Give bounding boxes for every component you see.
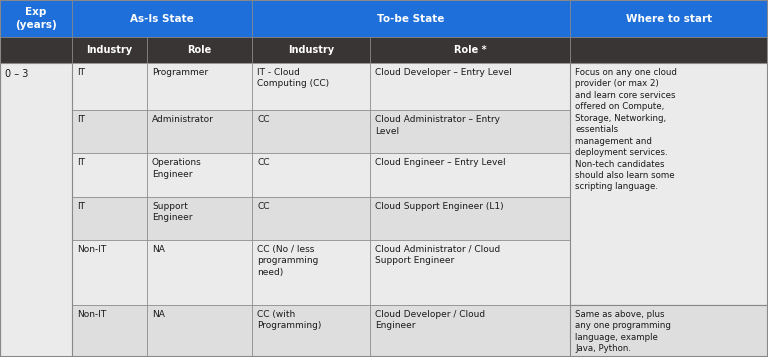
Bar	[370, 240, 570, 305]
Text: Exp
(years): Exp (years)	[15, 7, 57, 30]
Text: NA: NA	[152, 245, 165, 254]
Text: Cloud Support Engineer (L1): Cloud Support Engineer (L1)	[375, 202, 504, 211]
Bar	[72, 110, 147, 154]
Text: NA: NA	[152, 310, 165, 319]
Bar	[147, 37, 252, 63]
Text: Industry: Industry	[87, 45, 133, 55]
Text: Role *: Role *	[454, 45, 486, 55]
Text: Same as above, plus
any one programming
language, example
Java, Python.: Same as above, plus any one programming …	[575, 310, 671, 353]
Bar	[570, 0, 768, 37]
Text: IT: IT	[77, 115, 85, 124]
Bar	[147, 240, 252, 305]
Bar	[252, 240, 370, 305]
Bar	[72, 63, 147, 110]
Bar	[72, 154, 147, 197]
Bar	[147, 110, 252, 154]
Text: IT - Cloud
Computing (CC): IT - Cloud Computing (CC)	[257, 68, 329, 89]
Bar	[570, 63, 768, 305]
Bar	[570, 110, 768, 154]
Text: 0 – 3: 0 – 3	[5, 69, 28, 79]
Text: Administrator: Administrator	[152, 115, 214, 124]
Bar	[252, 37, 370, 63]
Bar	[0, 240, 72, 305]
Text: Programmer: Programmer	[152, 68, 208, 77]
Bar	[0, 37, 72, 63]
Text: CC (with
Programming): CC (with Programming)	[257, 310, 321, 330]
Text: CC: CC	[257, 202, 270, 211]
Bar	[0, 154, 72, 197]
Bar	[570, 63, 768, 110]
Bar	[370, 154, 570, 197]
Bar	[252, 0, 570, 37]
Text: Cloud Developer – Entry Level: Cloud Developer – Entry Level	[375, 68, 512, 77]
Bar	[0, 197, 72, 240]
Bar	[252, 305, 370, 357]
Bar	[147, 63, 252, 110]
Text: Support
Engineer: Support Engineer	[152, 202, 193, 222]
Bar	[0, 63, 72, 357]
Bar	[570, 154, 768, 197]
Text: As-Is State: As-Is State	[130, 14, 194, 24]
Bar	[0, 305, 72, 357]
Text: Cloud Administrator / Cloud
Support Engineer: Cloud Administrator / Cloud Support Engi…	[375, 245, 500, 265]
Bar	[370, 63, 570, 110]
Text: Cloud Administrator – Entry
Level: Cloud Administrator – Entry Level	[375, 115, 500, 136]
Bar	[0, 63, 72, 110]
Bar	[570, 197, 768, 240]
Bar	[570, 305, 768, 357]
Text: Cloud Engineer – Entry Level: Cloud Engineer – Entry Level	[375, 159, 505, 167]
Text: Operations
Engineer: Operations Engineer	[152, 159, 202, 179]
Text: CC: CC	[257, 115, 270, 124]
Bar	[72, 197, 147, 240]
Bar	[252, 197, 370, 240]
Text: Non-IT: Non-IT	[77, 310, 106, 319]
Bar	[72, 305, 147, 357]
Text: CC (No / less
programming
need): CC (No / less programming need)	[257, 245, 319, 277]
Bar	[570, 37, 768, 63]
Text: Focus on any one cloud
provider (or max 2)
and learn core services
offered on Co: Focus on any one cloud provider (or max …	[575, 68, 677, 191]
Bar	[370, 305, 570, 357]
Text: IT: IT	[77, 68, 85, 77]
Bar	[147, 197, 252, 240]
Bar	[570, 240, 768, 305]
Text: Non-IT: Non-IT	[77, 245, 106, 254]
Bar	[147, 154, 252, 197]
Bar	[147, 305, 252, 357]
Bar	[72, 0, 252, 37]
Bar	[370, 197, 570, 240]
Text: IT: IT	[77, 159, 85, 167]
Text: Role: Role	[187, 45, 212, 55]
Text: CC: CC	[257, 159, 270, 167]
Bar	[370, 110, 570, 154]
Bar	[252, 63, 370, 110]
Text: To-be State: To-be State	[377, 14, 445, 24]
Bar	[370, 37, 570, 63]
Text: Where to start: Where to start	[626, 14, 712, 24]
Text: Cloud Developer / Cloud
Engineer: Cloud Developer / Cloud Engineer	[375, 310, 485, 330]
Text: IT: IT	[77, 202, 85, 211]
Bar	[0, 110, 72, 154]
Bar	[252, 110, 370, 154]
Text: Industry: Industry	[288, 45, 334, 55]
Bar	[0, 0, 72, 37]
Bar	[570, 305, 768, 357]
Bar	[252, 154, 370, 197]
Bar	[72, 37, 147, 63]
Bar	[72, 240, 147, 305]
